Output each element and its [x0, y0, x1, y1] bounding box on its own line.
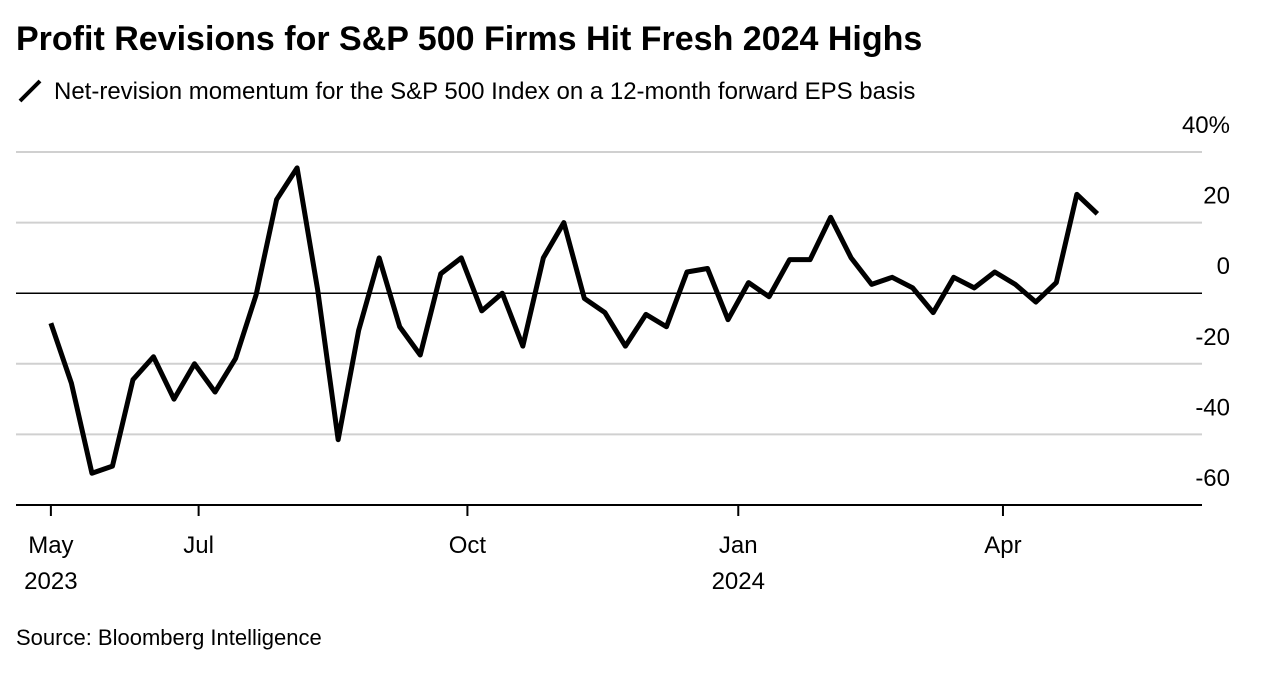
x-tick-sublabel: 2024 [712, 568, 765, 595]
y-tick-label: -60 [1195, 465, 1230, 492]
x-tick-label: Oct [449, 532, 487, 559]
x-tick-label: Jul [183, 532, 214, 559]
y-tick-label: 20 [1203, 183, 1230, 210]
y-tick-label: 0 [1217, 253, 1230, 280]
x-tick-label: May [28, 532, 73, 559]
y-tick-label: -40 [1195, 394, 1230, 421]
legend-icon [18, 79, 42, 103]
x-tick-label: Jan [719, 532, 758, 559]
y-tick-label: -20 [1195, 324, 1230, 351]
line-series [48, 165, 1100, 476]
x-tick-sublabel: 2023 [24, 568, 77, 595]
chart-title: Profit Revisions for S&P 500 Firms Hit F… [16, 20, 922, 58]
y-tick-label: 40% [1182, 112, 1230, 139]
x-tick-label: Apr [984, 532, 1021, 559]
source: Source: Bloomberg Intelligence [16, 625, 322, 650]
legend-label: Net-revision momentum for the S&P 500 In… [54, 78, 915, 105]
